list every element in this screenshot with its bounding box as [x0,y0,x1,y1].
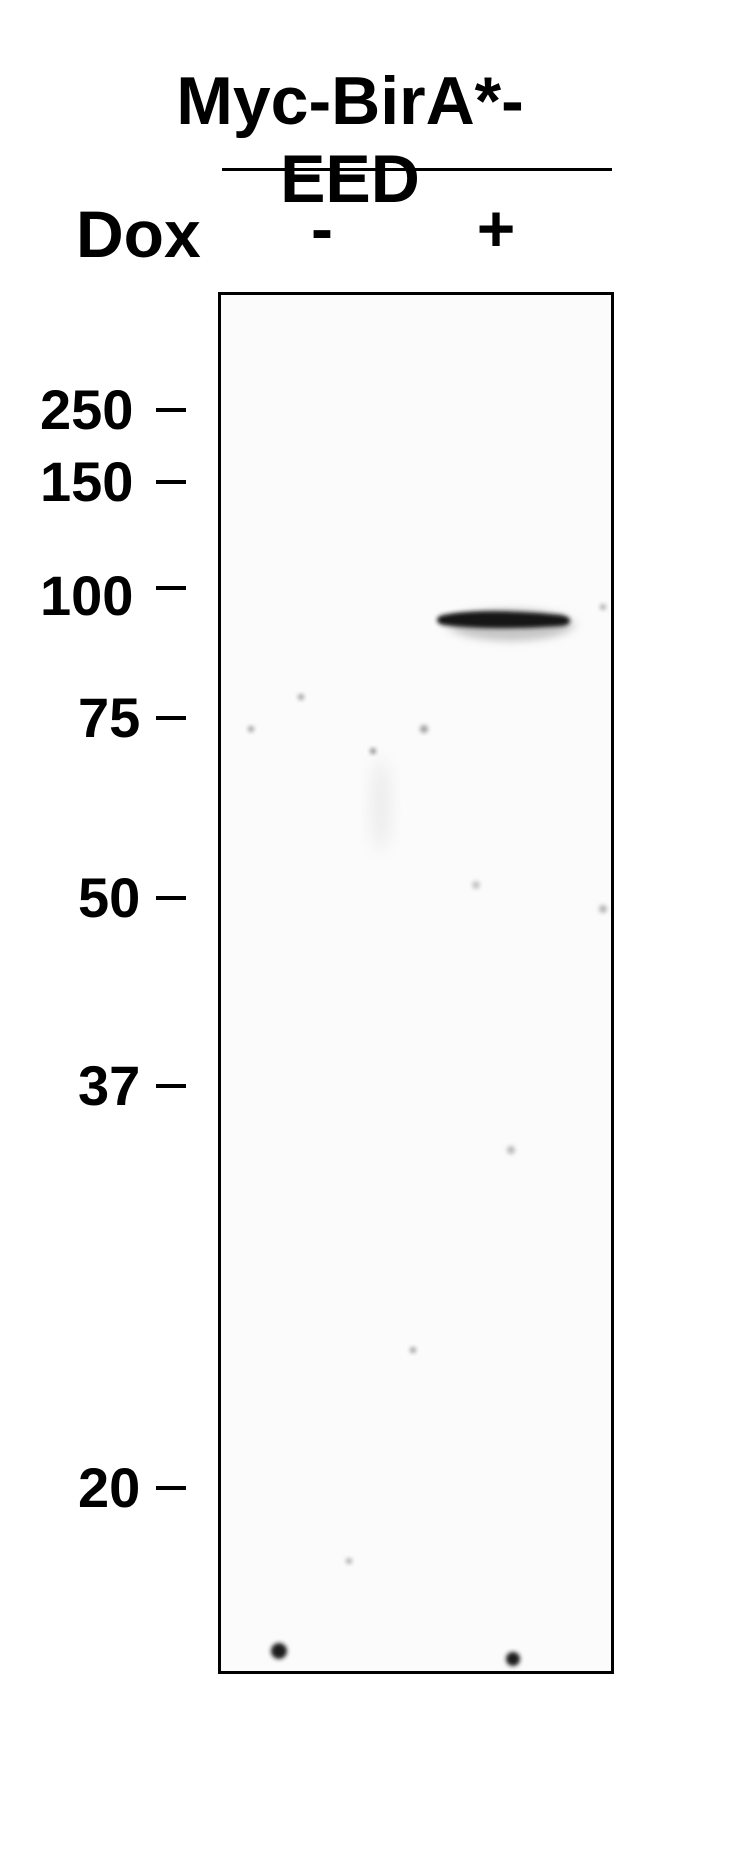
speck [271,1643,287,1659]
marker-20-tick [156,1486,186,1490]
construct-underline [222,168,612,171]
speck [472,881,480,889]
marker-250-label: 250 [40,378,133,441]
speck [298,694,304,700]
speck [506,1652,520,1666]
marker-50: 50 [78,870,140,926]
marker-75-tick [156,716,186,720]
lane-label-plus: + [466,190,526,266]
marker-150-tick [156,480,186,484]
marker-37-label: 37 [78,1054,140,1117]
background-smear [371,759,391,851]
speck [346,1558,352,1564]
marker-100-label: 100 [40,564,133,627]
marker-37-tick [156,1084,186,1088]
marker-75-label: 75 [78,686,140,749]
blot-image [221,295,611,1671]
marker-75: 75 [78,690,140,746]
speck [370,748,376,754]
speck [599,905,607,913]
speck [410,1347,416,1353]
marker-37: 37 [78,1058,140,1114]
marker-100: 100 [40,568,133,624]
blot-membrane [218,292,614,1674]
lane-label-minus: - [292,190,352,266]
speck [507,1146,515,1154]
treatment-label: Dox [76,196,201,272]
marker-20: 20 [78,1460,140,1516]
speck [420,725,428,733]
marker-150: 150 [40,454,133,510]
marker-50-tick [156,896,186,900]
speck [600,604,606,610]
marker-150-label: 150 [40,450,133,513]
marker-50-label: 50 [78,866,140,929]
marker-20-label: 20 [78,1456,140,1519]
marker-250: 250 [40,382,133,438]
speck [248,726,254,732]
marker-250-tick [156,408,186,412]
marker-100-tick [156,586,186,590]
